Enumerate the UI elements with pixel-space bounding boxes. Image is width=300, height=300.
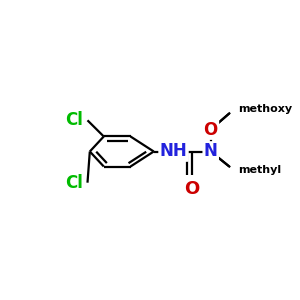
Text: methoxy: methoxy xyxy=(238,104,293,114)
Text: O: O xyxy=(204,121,218,139)
Text: methyl: methyl xyxy=(238,165,282,175)
Text: NH: NH xyxy=(160,142,188,160)
Text: N: N xyxy=(204,142,218,160)
Text: Cl: Cl xyxy=(65,111,83,129)
Text: O: O xyxy=(184,180,200,198)
Text: Cl: Cl xyxy=(65,174,83,192)
